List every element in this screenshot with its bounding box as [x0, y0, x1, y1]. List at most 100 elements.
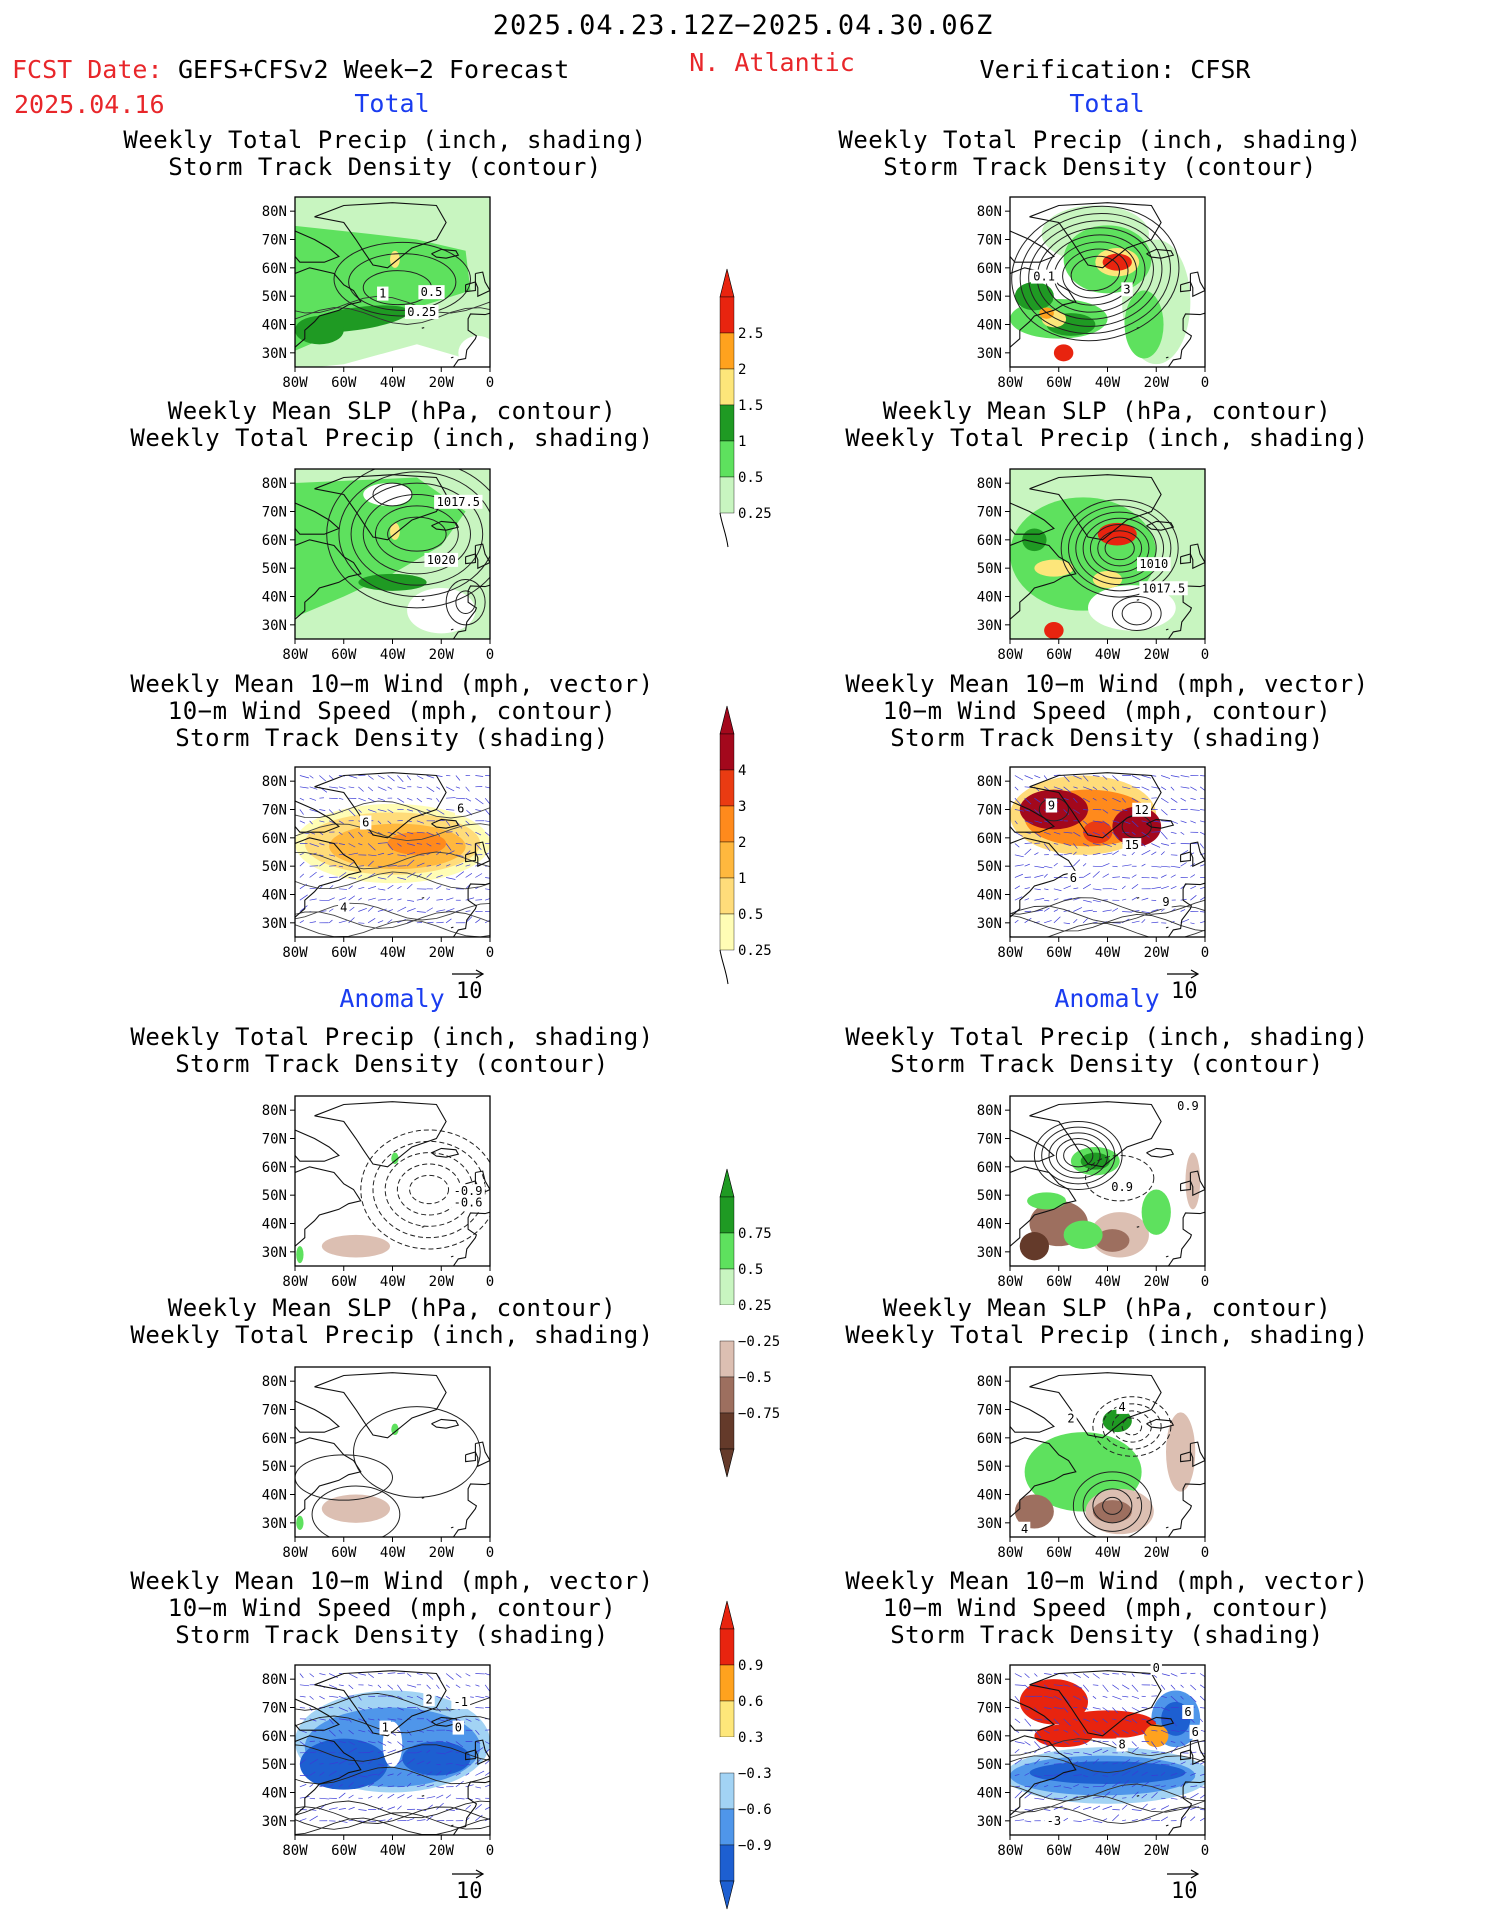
wind-vector [1131, 775, 1141, 781]
wind-vector [1102, 809, 1109, 814]
precip-anomaly-wet [391, 1423, 399, 1435]
wind-vector [1014, 864, 1024, 867]
lat-tick-label: 50N [977, 1459, 1002, 1475]
wind-vector [348, 877, 357, 879]
lat-tick-label: 60N [977, 261, 1002, 277]
wind-vector [338, 865, 343, 868]
wind-vector [358, 887, 365, 890]
wind-vector [367, 1729, 373, 1735]
lat-tick-label: 50N [977, 1757, 1002, 1773]
wind-vector [1170, 1746, 1179, 1754]
wind-vector [328, 908, 334, 912]
wind-vector [309, 921, 316, 924]
wind-vector [1199, 1818, 1205, 1822]
wind-vector [1044, 1707, 1052, 1710]
wind-vector [1161, 1751, 1166, 1754]
wind-vector [319, 1695, 325, 1700]
wind-vector [387, 919, 393, 924]
lat-tick-label: 80N [262, 204, 287, 220]
wind-vector [309, 1751, 317, 1754]
lon-tick-label: 40W [380, 1843, 406, 1859]
wind-vector [1121, 1673, 1127, 1676]
lon-tick-label: 40W [1095, 945, 1121, 961]
no-precip-area [458, 335, 490, 367]
wind-vector [475, 918, 481, 924]
wind-vector [377, 877, 387, 880]
colorbar-anomaly-precip: −0.75 −0.5 −0.25 0.25 0.5 0.75 [719, 1168, 780, 1478]
colorbar-segment [719, 805, 735, 843]
wind-vector [1141, 911, 1150, 914]
wind-vector [358, 1784, 365, 1788]
wind-vector [1063, 1741, 1070, 1745]
lat-tick-label: 40N [977, 1488, 1002, 1504]
wind-vector [338, 843, 345, 845]
wind-vector [1102, 852, 1113, 856]
wind-vector [1180, 1771, 1187, 1776]
wind-vector [1092, 1673, 1100, 1679]
coastline [474, 1441, 490, 1468]
coastline [1010, 502, 1055, 535]
wind-vector [299, 1796, 310, 1799]
wind-vector [1024, 863, 1030, 867]
wind-vector [338, 1729, 343, 1734]
contour-label: 1 [382, 1721, 389, 1735]
map-content [1010, 469, 1205, 639]
colorbar-segment [719, 733, 735, 771]
wind-vector [1083, 1718, 1091, 1722]
wind-speed-contour [295, 295, 490, 314]
wind-vector [1073, 1729, 1080, 1736]
wind-vector [1053, 909, 1059, 912]
wind-vector [1151, 865, 1162, 868]
wind-vector [1024, 1718, 1032, 1727]
colorbar-level-label: 2 [738, 835, 746, 851]
wind-vector [475, 1804, 482, 1810]
wind-vector [1180, 797, 1187, 802]
wind-vector [338, 1792, 346, 1799]
wind-vector [358, 1741, 367, 1744]
slp-contour [374, 505, 459, 563]
coastline [1167, 312, 1205, 367]
coastline [295, 267, 362, 348]
coastline [452, 1482, 490, 1537]
colorbar-segment [719, 841, 735, 879]
wind-vector [1121, 1684, 1130, 1690]
wind-vector [1024, 1772, 1030, 1776]
colorbar-level-label: 1 [738, 434, 746, 450]
wind-vector [445, 1684, 450, 1688]
coastlines [295, 772, 490, 937]
wind-vector [319, 775, 327, 782]
wind-vector [1053, 862, 1058, 867]
wind-vector [1122, 809, 1128, 812]
wind-vector [436, 885, 442, 890]
coastline [295, 1400, 340, 1433]
wind-vector [1053, 831, 1061, 835]
verification-label: Verification: CFSR [979, 55, 1251, 84]
colorbar-segment [719, 404, 735, 442]
wind-vector [1073, 918, 1078, 924]
map-panel-forecast-total-wind-track: 80N 70N 60N 50N 40N 30N 80W 60W 40W 20W 0 6 6 4 [262, 766, 494, 961]
wind-vector [1083, 809, 1089, 811]
wind-vector [319, 1718, 326, 1721]
wind-vector [426, 896, 431, 901]
map-axes: 80N 70N 60N 50N 40N 30N 80W 60W 40W 20W 0 [977, 476, 1210, 663]
storm-track-contour [1062, 248, 1129, 299]
wind-vector [436, 874, 443, 878]
shading-patch [296, 1515, 304, 1530]
lat-tick-label: 50N [262, 289, 287, 305]
wind-vector [1063, 843, 1072, 847]
coastline [295, 1166, 362, 1247]
wind-vector [455, 1772, 461, 1776]
panel-title-vf-total-precip: Weekly Total Precip (inch, shading) Storm… [838, 126, 1362, 181]
wind-vector [299, 797, 305, 801]
wind-vector [1024, 1741, 1031, 1746]
lon-tick-label: 0 [486, 1545, 494, 1561]
lon-tick-label: 80W [997, 647, 1023, 663]
lat-tick-label: 30N [262, 346, 287, 362]
wind-vector [475, 1814, 483, 1822]
precip-shading-heavy [358, 573, 427, 591]
coastline [314, 474, 447, 541]
wind-vector [1014, 820, 1018, 825]
coastlines [295, 1372, 490, 1537]
wind-vector [436, 1752, 446, 1755]
lat-tick-label: 40N [977, 590, 1002, 606]
